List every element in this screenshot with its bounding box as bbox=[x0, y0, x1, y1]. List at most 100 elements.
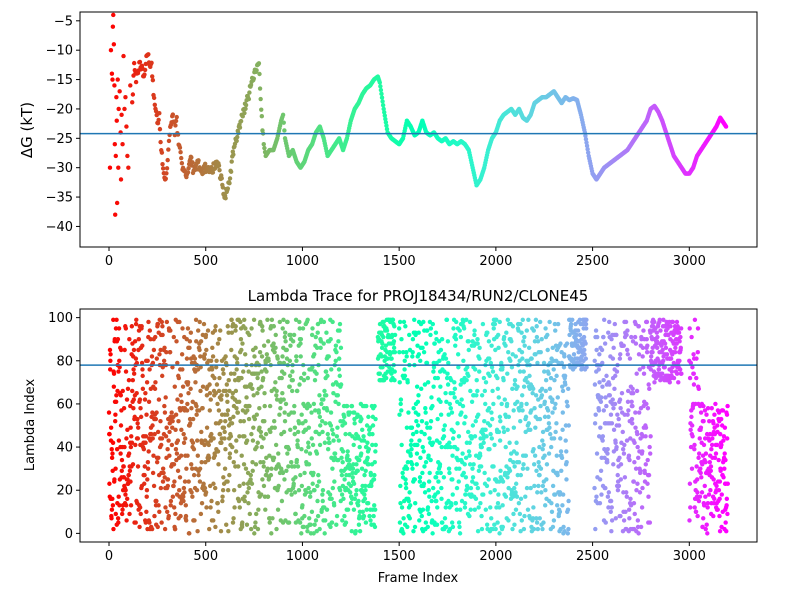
lambda-point bbox=[308, 490, 313, 495]
lambda-point bbox=[272, 425, 277, 430]
lambda-point bbox=[697, 436, 702, 441]
lambda-point bbox=[202, 356, 207, 361]
lambda-point bbox=[460, 403, 466, 409]
lambda-point bbox=[261, 464, 266, 469]
dg-point bbox=[113, 212, 118, 217]
lambda-point bbox=[613, 373, 618, 379]
lambda-point bbox=[486, 406, 492, 411]
lambda-point bbox=[670, 319, 676, 325]
lambda-point bbox=[449, 503, 454, 508]
lambda-point bbox=[106, 410, 112, 415]
dg-point bbox=[231, 152, 236, 157]
lambda-point bbox=[659, 343, 664, 348]
lambda-point bbox=[269, 317, 275, 322]
lambda-point bbox=[107, 481, 112, 486]
lambda-point bbox=[725, 436, 730, 441]
lambda-point bbox=[293, 511, 298, 517]
lambda-point bbox=[231, 459, 236, 465]
lambda-point bbox=[127, 337, 132, 342]
lambda-point bbox=[194, 339, 199, 344]
lambda-point bbox=[194, 488, 200, 493]
lambda-point bbox=[563, 382, 568, 387]
lambda-point bbox=[662, 341, 668, 346]
lambda-point bbox=[403, 485, 409, 491]
lambda-point bbox=[531, 386, 536, 392]
lambda-point bbox=[571, 352, 577, 357]
lambda-point bbox=[458, 382, 463, 387]
lambda-point bbox=[553, 429, 558, 435]
lambda-point bbox=[592, 421, 598, 426]
lambda-point bbox=[135, 416, 140, 422]
lambda-point bbox=[537, 516, 542, 521]
lambda-point bbox=[257, 349, 263, 355]
dg-point bbox=[119, 112, 124, 118]
lambda-point bbox=[425, 328, 430, 333]
lambda-point bbox=[139, 360, 145, 366]
lambda-point bbox=[381, 334, 386, 340]
lambda-point bbox=[636, 531, 641, 536]
lambda-point bbox=[507, 468, 513, 474]
lambda-point bbox=[518, 472, 524, 478]
lambda-point bbox=[445, 339, 451, 344]
lambda-point bbox=[461, 326, 467, 331]
lambda-point bbox=[660, 358, 666, 363]
lambda-point bbox=[266, 358, 271, 363]
lambda-point bbox=[264, 455, 269, 461]
lambda-point bbox=[195, 328, 201, 333]
lambda-point bbox=[143, 434, 149, 439]
lambda-point bbox=[299, 483, 305, 489]
lambda-point bbox=[627, 516, 632, 521]
lambda-point bbox=[222, 436, 227, 441]
lambda-point bbox=[718, 431, 723, 437]
lambda-point bbox=[442, 369, 447, 374]
lambda-point bbox=[128, 425, 133, 430]
lambda-point bbox=[207, 382, 212, 387]
lambda-point bbox=[555, 321, 561, 327]
lambda-point bbox=[137, 524, 142, 530]
lambda-point bbox=[110, 440, 116, 445]
lambda-point bbox=[261, 483, 267, 489]
lambda-point bbox=[134, 360, 140, 366]
lambda-point bbox=[178, 453, 184, 458]
lambda-point bbox=[519, 349, 525, 355]
lambda-point bbox=[198, 511, 204, 517]
lambda-point bbox=[715, 507, 720, 512]
lambda-point bbox=[415, 442, 420, 448]
lambda-point bbox=[450, 436, 456, 441]
lambda-point bbox=[679, 371, 684, 376]
lambda-point bbox=[366, 500, 371, 506]
lambda-point bbox=[404, 466, 410, 471]
lambda-point bbox=[674, 319, 680, 325]
lambda-point bbox=[425, 524, 430, 530]
lambda-point bbox=[241, 418, 247, 424]
lambda-point bbox=[457, 401, 463, 407]
lambda-point bbox=[138, 511, 143, 517]
lambda-point bbox=[190, 416, 196, 422]
lambda-point bbox=[153, 416, 159, 422]
lambda-point bbox=[179, 427, 184, 433]
lambda-point bbox=[339, 455, 344, 461]
lambda-point bbox=[689, 334, 694, 340]
lambda-x-tick-label: 500 bbox=[193, 549, 218, 564]
lambda-point bbox=[284, 347, 289, 353]
lambda-point bbox=[371, 513, 376, 519]
lambda-point bbox=[128, 479, 133, 484]
lambda-point bbox=[623, 509, 628, 514]
lambda-point bbox=[242, 317, 247, 322]
lambda-point bbox=[131, 371, 137, 376]
lambda-point bbox=[322, 531, 327, 536]
lambda-point bbox=[690, 434, 695, 439]
lambda-point bbox=[408, 442, 414, 448]
lambda-point bbox=[203, 332, 209, 338]
lambda-point bbox=[501, 429, 507, 435]
lambda-point bbox=[448, 406, 454, 411]
lambda-point bbox=[298, 341, 303, 346]
lambda-point bbox=[277, 360, 283, 366]
lambda-point bbox=[704, 412, 709, 417]
lambda-point bbox=[465, 485, 470, 491]
lambda-point bbox=[190, 440, 196, 445]
lambda-point bbox=[463, 475, 469, 480]
lambda-point bbox=[326, 436, 331, 441]
lambda-point bbox=[533, 393, 539, 398]
lambda-point bbox=[255, 440, 260, 445]
